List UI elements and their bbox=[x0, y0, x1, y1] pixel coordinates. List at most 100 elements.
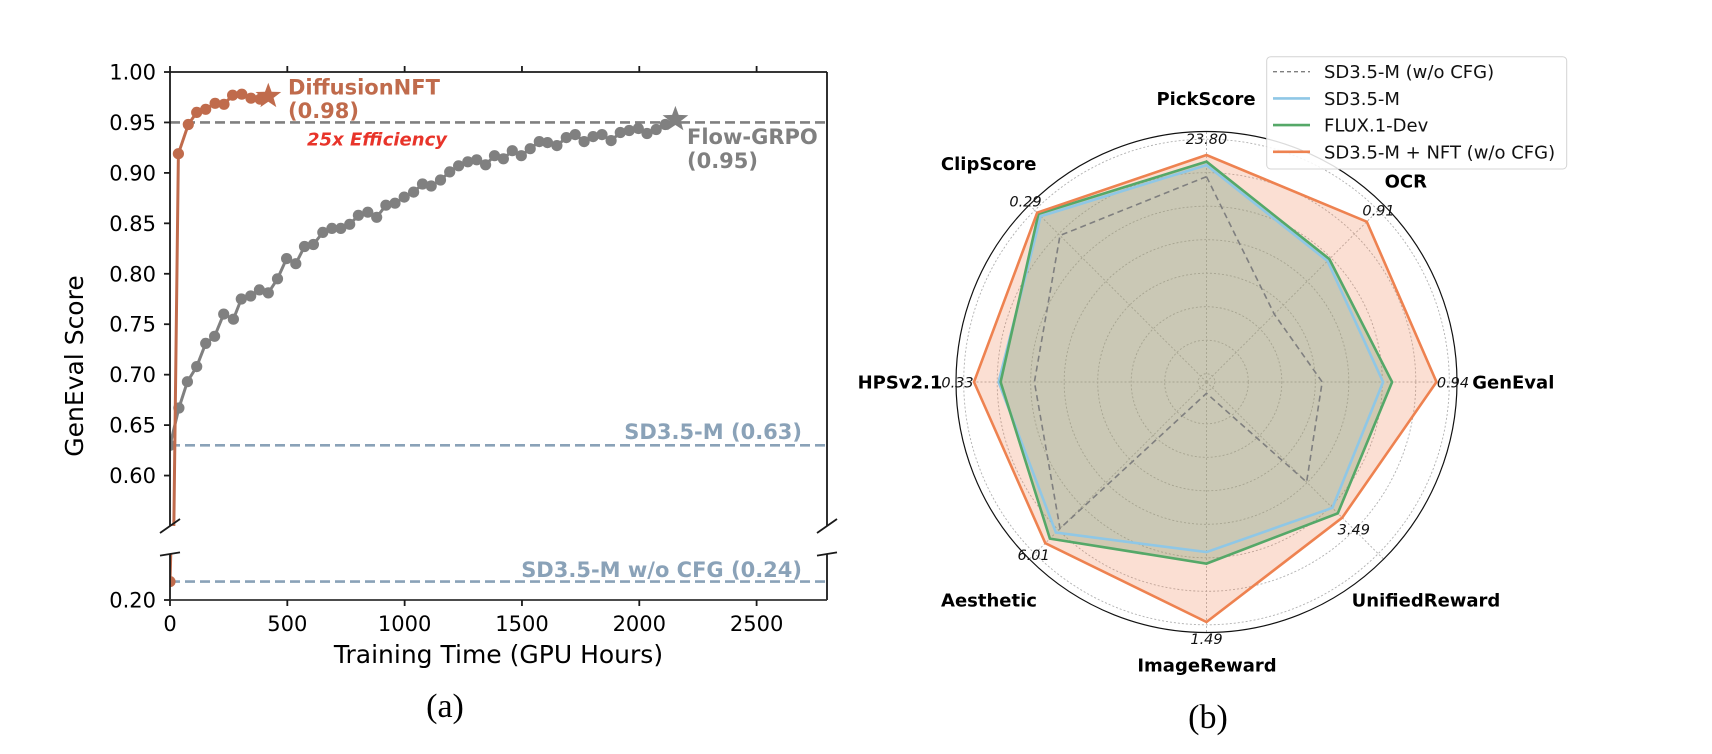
sd3-5-m-nft-w-o-cfg-area bbox=[974, 155, 1437, 622]
radar-max-value-label: 0.94 bbox=[1437, 375, 1469, 391]
y-tick-label: 0.20 bbox=[109, 589, 156, 613]
legend-label: SD3.5-M bbox=[1324, 89, 1400, 110]
flow-grpo-point bbox=[362, 290, 373, 301]
flow-grpo-point bbox=[254, 326, 265, 337]
flow-grpo-point bbox=[380, 287, 391, 298]
diffusionnft-point bbox=[200, 243, 211, 254]
flow-grpo-point bbox=[524, 143, 536, 155]
flux-1-dev-area bbox=[1000, 161, 1393, 564]
flow-grpo-point bbox=[541, 137, 554, 149]
diffusionnft-series-upper-panel bbox=[172, 82, 282, 526]
flow-grpo-point bbox=[416, 178, 429, 190]
legend-entry-sd3-5-m: SD3.5-M bbox=[1273, 89, 1400, 110]
flow-grpo-point bbox=[317, 226, 329, 238]
diffusionnft-point bbox=[255, 239, 266, 250]
diffusionnft-point bbox=[218, 241, 229, 252]
legend-label: SD3.5-M (w/o CFG) bbox=[1324, 62, 1494, 83]
radar-max-value-label: 6.01 bbox=[1017, 548, 1049, 564]
diffusionnft-point bbox=[200, 103, 212, 115]
flow-grpo-point bbox=[551, 260, 562, 271]
flow-grpo-point bbox=[227, 313, 239, 325]
flow-grpo-series-upper-panel bbox=[170, 105, 689, 451]
axis-break-mark bbox=[816, 518, 838, 534]
flow-grpo-point bbox=[281, 312, 292, 323]
flow-grpo-point bbox=[245, 290, 257, 302]
flow-grpo-point bbox=[534, 258, 545, 269]
flow-grpo-point bbox=[614, 126, 626, 139]
flow-grpo-point bbox=[426, 278, 437, 289]
flow-grpo-point bbox=[253, 284, 265, 296]
flow-grpo-point bbox=[389, 197, 401, 209]
flow-grpo-point bbox=[389, 286, 400, 297]
flow-grpo-point bbox=[398, 191, 410, 203]
radar-axis-label-imagereward: ImageReward bbox=[1137, 656, 1276, 677]
diffusionnft-point bbox=[183, 250, 194, 261]
y-tick-label: 0.90 bbox=[109, 161, 156, 185]
flow-grpo-point bbox=[344, 296, 355, 307]
flow-grpo-point bbox=[660, 250, 671, 261]
flow-grpo-point bbox=[218, 308, 230, 320]
radar-series-lines bbox=[972, 153, 1438, 624]
radar-max-value-label: 3.49 bbox=[1338, 523, 1370, 539]
diffusionnft-point bbox=[236, 88, 248, 100]
diffusionnft-point bbox=[236, 237, 247, 248]
legend-entry-flux-1-dev: FLUX.1-Dev bbox=[1273, 116, 1429, 137]
flow-grpo-point bbox=[298, 240, 311, 253]
x-tick-label: 0 bbox=[163, 612, 176, 636]
diffusionnft-point bbox=[218, 98, 230, 110]
flow-grpo-point bbox=[453, 160, 465, 172]
flow-grpo-point bbox=[560, 132, 572, 144]
radar-axis-label-hpsv2-1: HPSv2.1 bbox=[858, 372, 943, 393]
flow-grpo-point bbox=[641, 127, 653, 140]
flow-grpo-point bbox=[352, 209, 364, 221]
flow-grpo-point bbox=[181, 376, 193, 388]
axes: 0.60 0.65 0.70 0.75 0.80 0.85 0.90 0.95 1.00 0.20… bbox=[109, 61, 838, 636]
flow-grpo-point bbox=[353, 292, 364, 303]
legend-label: SD3.5-M + NFT (w/o CFG) bbox=[1324, 142, 1555, 163]
flow-grpo-point bbox=[525, 261, 536, 272]
flow-grpo-point bbox=[263, 327, 274, 338]
legend-label: FLUX.1-Dev bbox=[1324, 116, 1429, 137]
panel-b-label: (b) bbox=[1188, 699, 1228, 736]
radar-axis-label-clipscore: ClipScore bbox=[941, 154, 1037, 175]
diffusionnft-point bbox=[210, 241, 221, 252]
flow-grpo-point bbox=[489, 265, 500, 276]
radar-grid-ring bbox=[1063, 239, 1350, 525]
flow-grpo-final-star-marker bbox=[663, 240, 689, 264]
legend: SD3.5-M (w/o CFG) SD3.5-M FLUX.1-Dev SD3.5-… bbox=[1266, 56, 1568, 170]
flow-grpo-point bbox=[408, 281, 419, 292]
sd3-5-m-nft-w-o-cfg-line bbox=[972, 153, 1438, 624]
flow-grpo-point bbox=[561, 256, 572, 267]
flow-grpo-point bbox=[650, 123, 662, 136]
flow-grpo-annotation: Flow-GRPO bbox=[687, 125, 818, 149]
flow-grpo-point bbox=[659, 118, 671, 131]
legend-entry-sd3-5-m-w-o-cfg: SD3.5-M (w/o CFG) bbox=[1273, 62, 1494, 83]
radar-max-value-label: 1.49 bbox=[1190, 632, 1222, 648]
flow-grpo-point bbox=[191, 361, 203, 373]
flow-grpo-point bbox=[371, 293, 382, 304]
flow-grpo-point bbox=[596, 129, 608, 141]
radar-outer-circle bbox=[955, 130, 1458, 634]
flow-grpo-point bbox=[344, 218, 356, 230]
flow-grpo-point bbox=[497, 153, 509, 165]
flow-grpo-series-lower-panel bbox=[164, 240, 688, 408]
diffusionnft-point bbox=[245, 92, 257, 104]
y-tick-label: 0.85 bbox=[109, 212, 156, 236]
y-tick-label: 0.60 bbox=[109, 464, 156, 488]
flow-grpo-point bbox=[579, 258, 590, 269]
flow-grpo-point bbox=[632, 122, 644, 135]
flow-grpo-point bbox=[236, 330, 247, 341]
x-tick-label: 1000 bbox=[378, 612, 431, 636]
multi-metric-radar-chart: PickScore 23.80 ClipScore 0.29 HPSv2.10.33 Ae… bbox=[858, 56, 1568, 677]
flow-grpo-point bbox=[380, 199, 392, 211]
x-tick-label: 2000 bbox=[613, 612, 666, 636]
x-axis-title: Training Time (GPU Hours) bbox=[333, 640, 663, 669]
flow-grpo-line bbox=[170, 118, 677, 446]
y-tick-label: 1.00 bbox=[109, 61, 156, 85]
radar-max-value-label: 0.33 bbox=[941, 375, 973, 391]
diffusionnft-line bbox=[172, 92, 269, 526]
flow-grpo-point bbox=[578, 136, 590, 148]
flow-grpo-point bbox=[399, 283, 410, 294]
flow-grpo-point bbox=[335, 298, 346, 309]
